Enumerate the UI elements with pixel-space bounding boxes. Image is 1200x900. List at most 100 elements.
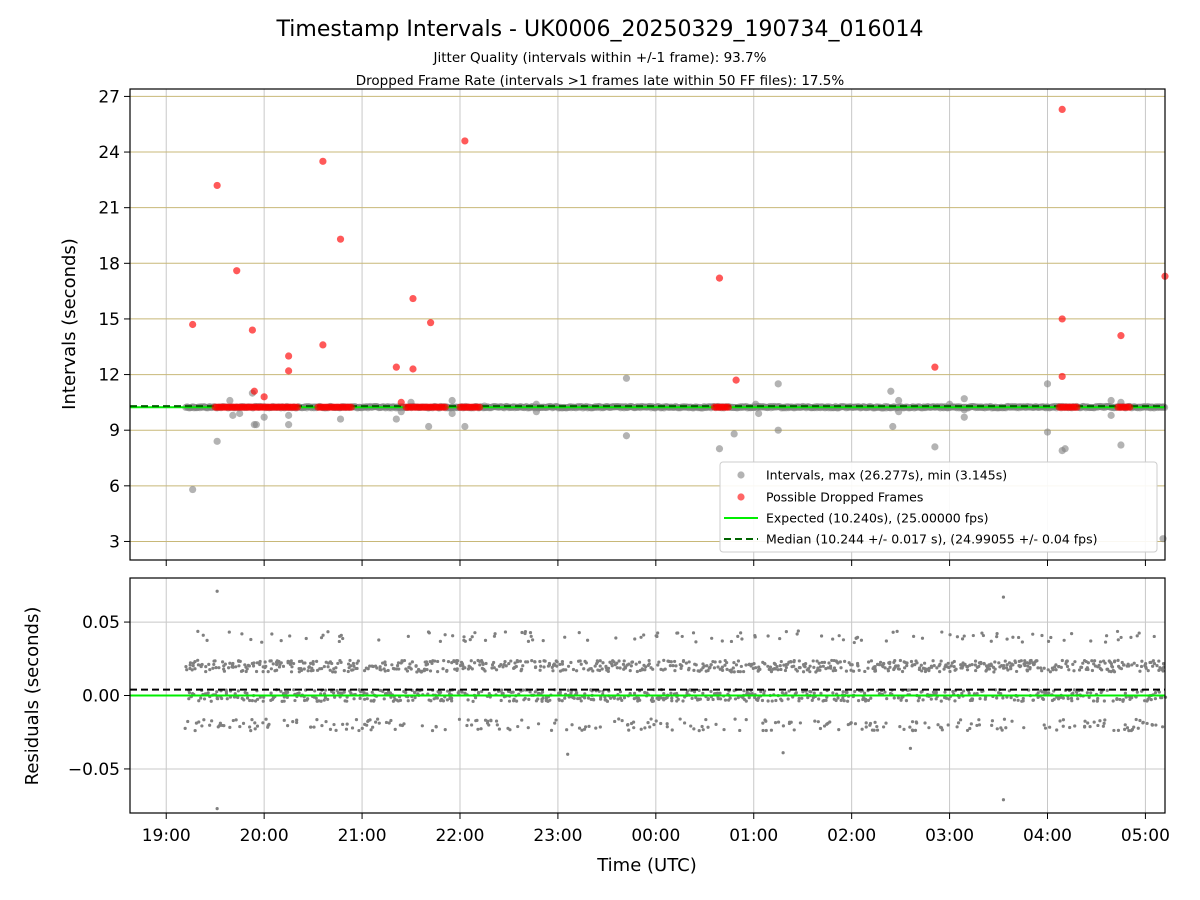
residual-point: [365, 697, 369, 701]
residual-point: [943, 690, 947, 694]
residual-point: [927, 726, 931, 730]
residual-point: [639, 635, 643, 639]
residual-point: [669, 691, 673, 695]
residual-point: [322, 698, 326, 702]
residual-point: [572, 696, 576, 700]
residual-point: [434, 725, 438, 729]
time-x-axis-label: Time (UTC): [596, 855, 697, 876]
residual-point: [215, 806, 219, 811]
residual-point: [534, 665, 538, 669]
residual-point: [839, 666, 843, 670]
residual-point: [1065, 664, 1070, 669]
residual-point: [617, 717, 621, 721]
residual-point: [311, 659, 315, 664]
residual-point: [598, 725, 602, 729]
residual-point: [245, 696, 250, 700]
residual-point: [523, 696, 527, 701]
residual-point: [1005, 663, 1009, 667]
residual-point: [1121, 698, 1125, 702]
residual-point: [1125, 726, 1130, 730]
residual-point: [528, 631, 533, 635]
residual-point: [260, 640, 264, 644]
residual-point: [648, 725, 652, 729]
residual-point: [571, 667, 576, 672]
legend-median-label: Median (10.244 +/- 0.017 s), (24.99055 +…: [766, 532, 1097, 547]
dropped-frame-point: [189, 320, 197, 329]
residual-point: [940, 728, 944, 732]
residual-point: [398, 698, 403, 702]
residual-point: [1157, 668, 1161, 672]
residual-point: [503, 630, 508, 634]
residual-point: [249, 729, 253, 733]
residual-point: [349, 691, 353, 695]
residual-point: [670, 728, 674, 732]
residual-point: [1134, 717, 1138, 722]
residual-point: [683, 721, 687, 725]
residual-point: [654, 719, 658, 723]
residual-point: [828, 720, 832, 724]
residual-point: [248, 698, 252, 703]
interval-point: [755, 409, 763, 418]
residual-point: [888, 660, 892, 664]
residual-point: [441, 667, 445, 671]
residual-point: [292, 688, 296, 692]
residual-point: [855, 635, 860, 640]
interval-point: [392, 415, 400, 423]
residual-point: [811, 659, 815, 663]
residual-point: [1083, 724, 1087, 728]
residual-point: [1088, 725, 1092, 729]
residual-point: [995, 635, 999, 639]
residual-point: [657, 660, 661, 664]
residual-point: [339, 633, 343, 637]
residual-point: [292, 661, 296, 666]
residual-point: [304, 636, 308, 641]
intervals-y-tick-label-12: 12: [98, 366, 120, 386]
residual-point: [185, 668, 189, 672]
residual-point: [1086, 667, 1090, 672]
residual-point: [1015, 669, 1019, 674]
residual-point: [483, 669, 487, 673]
residual-point: [700, 724, 704, 729]
residual-point: [681, 699, 685, 703]
residual-point: [1001, 798, 1006, 802]
residual-point: [931, 659, 935, 663]
residual-point: [973, 659, 978, 663]
interval-point: [1043, 428, 1052, 436]
residual-point: [753, 635, 757, 639]
residual-point: [794, 691, 798, 695]
residual-point: [884, 639, 888, 643]
residual-point: [639, 727, 643, 731]
residual-point: [739, 664, 743, 669]
residual-point: [261, 670, 265, 674]
residual-point: [1138, 718, 1142, 723]
residual-point: [609, 696, 613, 700]
residual-point: [507, 699, 512, 703]
residual-point: [319, 699, 323, 703]
residual-point: [1152, 634, 1156, 639]
intervals-axes-frame: [129, 88, 1166, 561]
residual-point: [977, 718, 981, 722]
dropped-frame-point: [319, 341, 327, 349]
residual-point: [732, 670, 736, 674]
residual-point: [1157, 690, 1161, 694]
residual-point: [523, 629, 528, 634]
residual-point: [995, 632, 999, 636]
residual-point: [188, 661, 193, 665]
residual-point: [659, 721, 663, 726]
residual-point: [612, 660, 616, 664]
time-x-tick-label-03:00: 03:00: [925, 826, 974, 846]
residual-point: [1138, 669, 1142, 673]
residual-point: [478, 663, 482, 667]
residual-point: [838, 660, 842, 664]
residual-point: [492, 634, 497, 638]
dropped-frame-point: [461, 137, 469, 145]
residual-point: [1086, 721, 1090, 725]
residual-point: [797, 659, 801, 663]
residual-point: [917, 696, 921, 700]
residual-point: [979, 662, 983, 666]
residual-point: [186, 719, 190, 724]
residual-point: [944, 696, 949, 700]
residual-point: [953, 699, 957, 703]
residual-point: [293, 698, 297, 703]
residual-point: [549, 728, 554, 732]
